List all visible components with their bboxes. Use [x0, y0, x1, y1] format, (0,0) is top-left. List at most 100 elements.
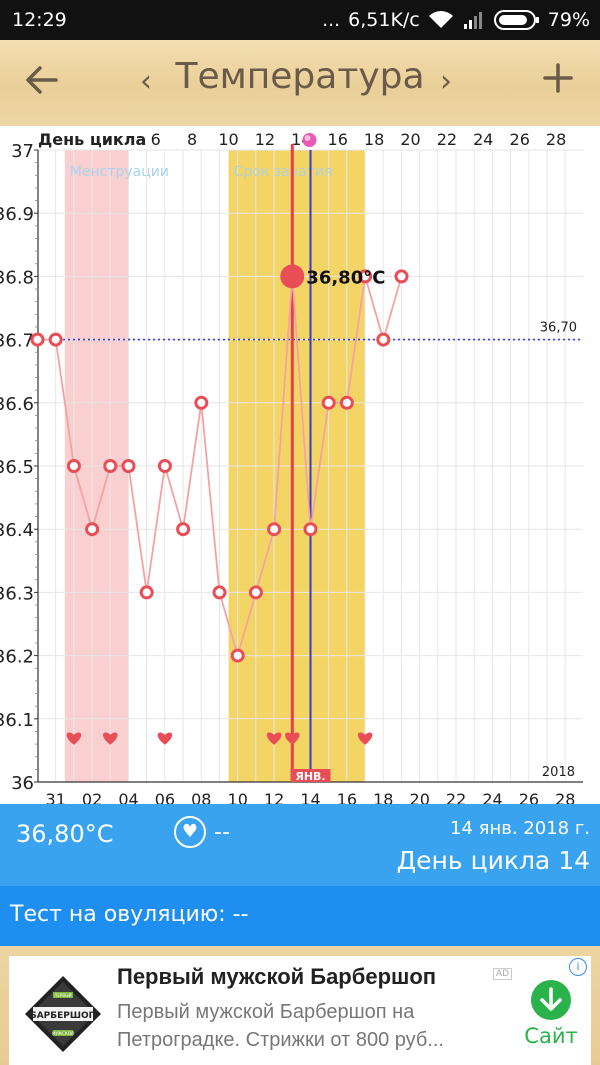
chevron-left-icon[interactable]: ‹ [140, 64, 152, 99]
bottom-tick-label: 12 [264, 790, 284, 804]
y-tick-label: 36.2 [0, 647, 34, 668]
y-tick-label: 36 [11, 773, 34, 794]
y-tick-label: 36.4 [0, 520, 34, 541]
top-tick-label: 18 [364, 130, 384, 149]
temperature-point [394, 269, 409, 284]
temperature-point [376, 332, 391, 347]
arrow-left-icon[interactable] [24, 62, 60, 98]
y-tick-label: 37 [11, 141, 34, 162]
temperature-point [139, 585, 154, 600]
ovulation-test-row[interactable]: Тест на овуляцию: -- [0, 886, 600, 946]
temperature-point [358, 269, 373, 284]
heart-icon [157, 732, 173, 745]
bottom-tick-label: 22 [446, 790, 466, 804]
bottom-tick-label: 02 [82, 790, 102, 804]
bottom-tick-label: 14 [300, 790, 320, 804]
heart-icon [357, 732, 373, 745]
selected-point [280, 264, 305, 289]
battery-level: 79% [547, 9, 590, 31]
reference-label: 36,70 [540, 321, 577, 336]
month-marker-label: ЯНВ. [295, 770, 325, 783]
ovulation-test-label: Тест на овуляцию: -- [10, 902, 249, 927]
ad-badge: AD [493, 968, 513, 980]
top-tick-label: 28 [546, 130, 566, 149]
top-tick-label: 26 [510, 130, 530, 149]
y-tick-label: 36.3 [0, 583, 34, 604]
temperature-point [121, 459, 136, 473]
temperature-point [321, 395, 336, 410]
intercourse-mark: -- [214, 820, 230, 845]
top-tick-label: 16 [328, 130, 348, 149]
ad-cta-label: Сайт [524, 1024, 578, 1048]
temperature-point [85, 522, 100, 537]
heart-icon [266, 732, 282, 745]
bottom-tick-label: 31 [46, 790, 66, 804]
temperature-point [157, 459, 172, 473]
temperature-point [248, 585, 263, 600]
y-tick-label: 36.7 [0, 331, 34, 352]
selected-temperature: 36,80°C [16, 820, 114, 848]
logo-top: ПЕРВЫЙ [54, 993, 71, 998]
temperature-point [339, 395, 354, 410]
info-panel: 36,80°C ♥ -- 14 янв. 2018 г. День цикла … [0, 804, 600, 886]
temperature-point [103, 459, 118, 473]
year-label: 2018 [542, 765, 575, 780]
band-label-1: Срок зачатия [234, 164, 333, 180]
bottom-tick-label: 18 [373, 790, 393, 804]
top-tick-label: 20 [400, 130, 420, 149]
top-tick-label: 12 [255, 130, 275, 149]
bottom-tick-label: 10 [228, 790, 248, 804]
bottom-tick-label: 08 [191, 790, 211, 804]
heart-circle-icon[interactable]: ♥ [174, 816, 206, 848]
temperature-chart[interactable]: Менструации Срок зачатия 36 36.1 36.2 36.3 36.… [0, 126, 600, 804]
bottom-tick-label: 04 [118, 790, 138, 804]
app-bar: ‹ Температура › [0, 40, 600, 126]
download-arrow-icon [531, 980, 571, 1020]
ad-area: БАРБЕРШОП ПЕРВЫЙ МУЖСКОЙ Первый мужской … [0, 946, 600, 1065]
plus-icon[interactable] [540, 60, 576, 96]
top-tick-label: 24 [473, 130, 493, 149]
more-dots-icon: … [322, 9, 341, 31]
logo-bottom: МУЖСКОЙ [52, 1031, 74, 1036]
temperature-point [176, 522, 191, 537]
ad-cta-button[interactable]: Сайт [521, 970, 581, 1048]
temperature-point [267, 522, 282, 537]
ovulation-marker-highlight [304, 135, 311, 141]
bottom-tick-label: 26 [519, 790, 539, 804]
temperature-point [194, 395, 209, 410]
network-speed: 6,51K/c [348, 9, 420, 31]
y-tick-label: 36.8 [0, 267, 34, 288]
bottom-tick-label: 24 [482, 790, 502, 804]
temperature-point [212, 585, 227, 600]
temperature-point [66, 459, 81, 473]
top-tick-label: 8 [187, 130, 197, 149]
barbershop-logo: БАРБЕРШОП ПЕРВЫЙ МУЖСКОЙ [25, 976, 101, 1052]
bottom-tick-label: 28 [555, 790, 575, 804]
status-time: 12:29 [12, 9, 67, 31]
band-label-0: Менструации [70, 164, 169, 180]
top-axis-label: День цикла [38, 130, 146, 149]
battery-icon [493, 10, 539, 30]
heart-icon [285, 732, 300, 745]
signal-icon [463, 12, 482, 29]
ad-info-icon[interactable]: i [569, 958, 587, 976]
y-tick-label: 36.9 [0, 204, 34, 225]
ad-description: Первый мужской Барбершоп на Петроградке.… [117, 1001, 444, 1051]
page-title: Температура [175, 56, 425, 97]
selected-date: 14 янв. 2018 г. [450, 818, 590, 839]
logo-text: БАРБЕРШОП [30, 1011, 96, 1021]
heart-icon [103, 732, 118, 745]
temperature-point [230, 648, 245, 663]
wifi-icon [428, 11, 453, 28]
top-tick-label: 6 [151, 130, 161, 149]
ad-title: Первый мужской Барбершоп [117, 964, 437, 989]
status-bar: 12:29 … 6,51K/c 79% [0, 0, 600, 40]
cycle-day: День цикла 14 [396, 846, 590, 875]
bottom-tick-label: 16 [337, 790, 357, 804]
ad-banner[interactable]: БАРБЕРШОП ПЕРВЫЙ МУЖСКОЙ Первый мужской … [9, 956, 591, 1065]
month-marker-box [290, 769, 331, 782]
temperature-point [30, 332, 45, 347]
heart-icon [66, 732, 82, 745]
chevron-right-icon[interactable]: › [440, 64, 452, 99]
temperature-point [48, 332, 63, 347]
